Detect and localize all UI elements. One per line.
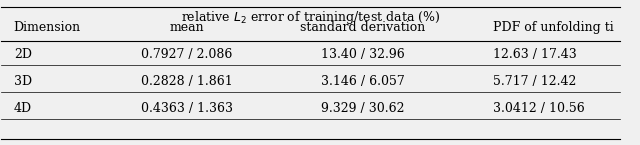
Text: 4D: 4D <box>13 102 32 115</box>
Text: 12.63 / 17.43: 12.63 / 17.43 <box>493 48 577 61</box>
Text: 3.0412 / 10.56: 3.0412 / 10.56 <box>493 102 584 115</box>
Text: 9.329 / 30.62: 9.329 / 30.62 <box>321 102 404 115</box>
Text: standard derivation: standard derivation <box>300 21 426 34</box>
Text: Dimension: Dimension <box>13 21 81 34</box>
Text: 2D: 2D <box>13 48 32 61</box>
Text: 13.40 / 32.96: 13.40 / 32.96 <box>321 48 405 61</box>
Text: 0.7927 / 2.086: 0.7927 / 2.086 <box>141 48 232 61</box>
Text: PDF of unfolding ti: PDF of unfolding ti <box>493 21 614 34</box>
Text: mean: mean <box>170 21 204 34</box>
Text: relative $L_2$ error of training/test data (%): relative $L_2$ error of training/test da… <box>181 9 440 26</box>
Text: 3D: 3D <box>13 75 32 88</box>
Text: 3.146 / 6.057: 3.146 / 6.057 <box>321 75 405 88</box>
Text: 0.2828 / 1.861: 0.2828 / 1.861 <box>141 75 233 88</box>
Text: 0.4363 / 1.363: 0.4363 / 1.363 <box>141 102 233 115</box>
Text: 5.717 / 12.42: 5.717 / 12.42 <box>493 75 576 88</box>
